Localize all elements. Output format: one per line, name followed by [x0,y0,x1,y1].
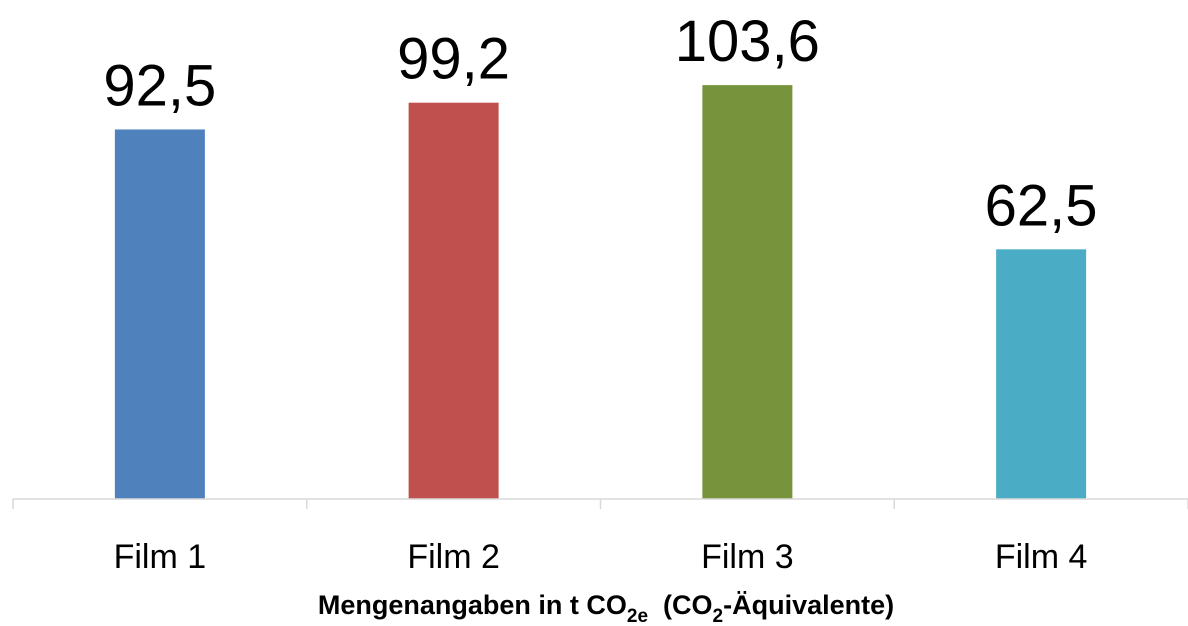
x-tick-label-2: Film 2 [407,538,500,576]
x-axis-title-part-3: -Äquivalente) [723,590,894,620]
data-label-3: 103,6 [675,9,820,74]
x-axis-title-part-1: Mengenangaben in t CO [318,590,627,620]
data-label-1: 92,5 [103,53,216,118]
value-labels-group: 92,5 99,2 103,6 62,5 [103,9,1097,238]
x-tick-label-4: Film 4 [995,538,1088,576]
bar-3 [702,85,793,500]
bars-group [114,85,1087,500]
x-axis-title: Mengenangaben in t CO2e (CO2-Äquivalente… [318,590,894,626]
data-label-4: 62,5 [985,173,1098,238]
bar-2 [408,102,499,500]
x-axis-tick-labels: Film 1 Film 2 Film 3 Film 4 [114,538,1088,576]
x-tick-label-1: Film 1 [114,538,207,576]
x-tick-label-3: Film 3 [701,538,794,576]
x-axis-title-part-2: (CO [648,590,713,620]
x-axis-title-subscript-2: 2 [713,606,724,626]
x-axis-ticks [12,499,1188,509]
data-label-2: 99,2 [397,27,510,92]
bar-4 [996,249,1087,499]
x-axis-title-subscript-1: 2e [627,606,648,626]
bar-1 [114,129,205,499]
